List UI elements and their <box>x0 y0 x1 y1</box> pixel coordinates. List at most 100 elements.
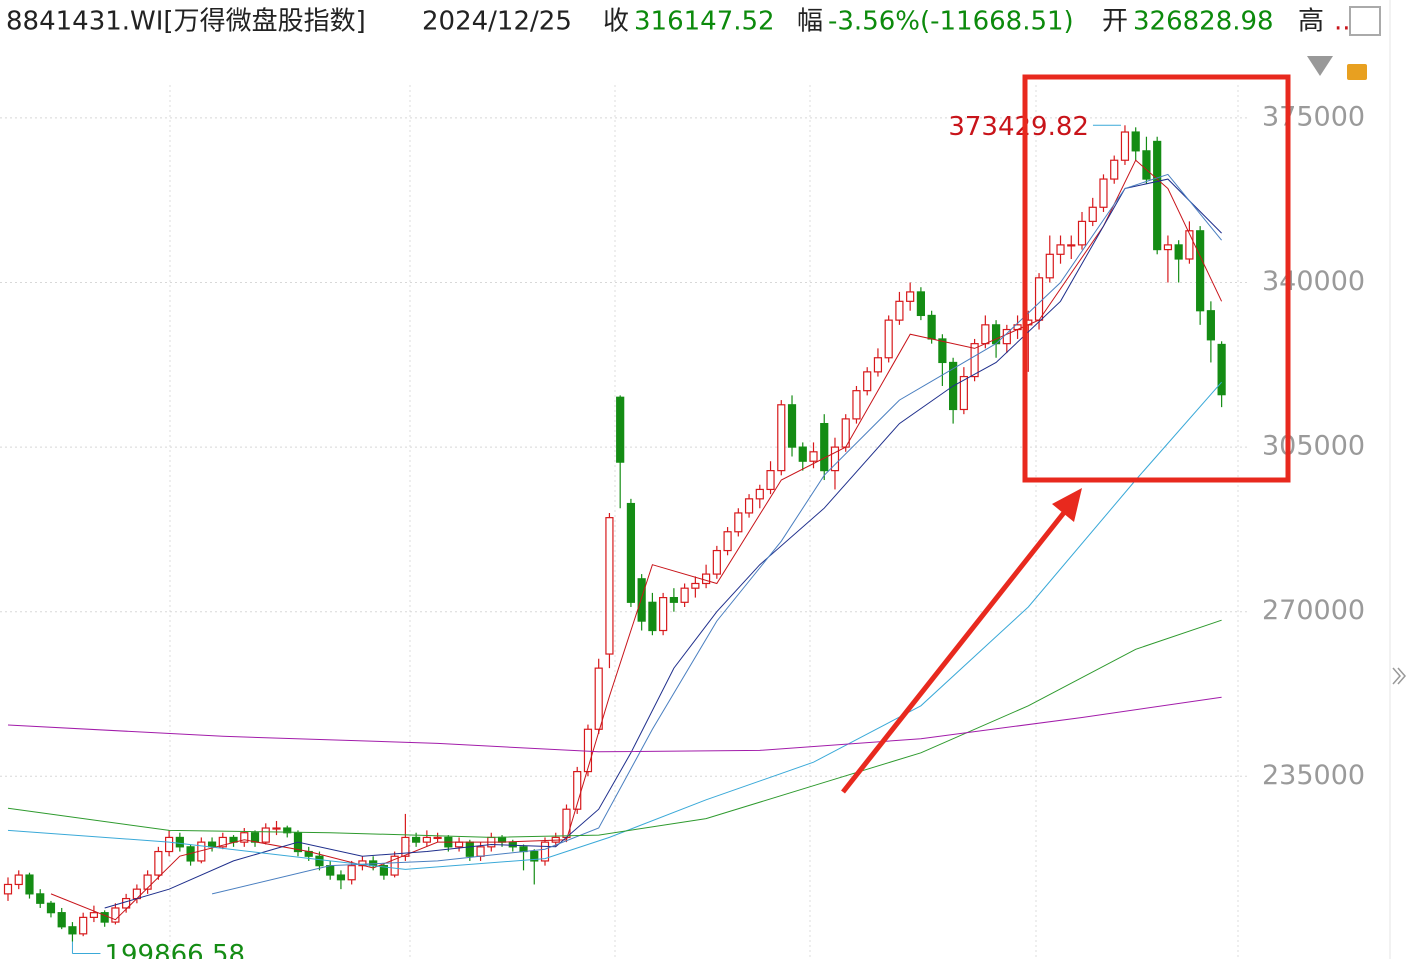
dropdown-arrow[interactable] <box>1307 56 1333 76</box>
candle-body <box>326 865 335 876</box>
candle-body <box>852 390 861 420</box>
candle-body <box>1120 131 1130 161</box>
candle-body <box>79 916 88 935</box>
date: 2024/12/25 <box>422 7 572 37</box>
candle-body <box>916 291 926 317</box>
candle-body <box>734 512 743 533</box>
candle-body <box>1088 206 1097 222</box>
candle-body <box>57 912 66 928</box>
candle-body <box>250 832 260 843</box>
expand-arrow[interactable] <box>1392 667 1406 685</box>
candle-body <box>283 827 292 834</box>
candle-body <box>820 422 829 472</box>
candle-body <box>605 517 614 655</box>
candle-body <box>659 596 668 632</box>
candle-body <box>476 846 485 857</box>
candle-body <box>315 855 324 867</box>
wp-icon[interactable] <box>1349 6 1381 36</box>
candle-body <box>390 855 399 876</box>
candle-body <box>744 498 754 514</box>
low-annotation: 199866.58 <box>104 940 245 959</box>
candle-body <box>207 841 217 848</box>
candle-body <box>465 841 474 857</box>
candle-body <box>111 907 120 923</box>
y-tick-label: 305000 <box>1262 431 1365 462</box>
candle-body <box>508 841 517 848</box>
candle-body <box>36 893 45 904</box>
candle-body <box>347 865 356 881</box>
moving-average <box>104 178 1222 909</box>
candle-body <box>1034 277 1044 321</box>
candle-body <box>89 912 99 918</box>
highlight-arrowhead <box>1052 488 1082 522</box>
candle-body <box>798 446 807 462</box>
candle-body <box>1174 244 1183 260</box>
candle-body <box>530 850 539 862</box>
candle-body <box>1142 150 1151 180</box>
candle-body <box>884 319 893 359</box>
candle-body <box>175 836 184 848</box>
moving-average <box>7 696 1222 753</box>
candle-body <box>873 357 883 373</box>
plot: 235000 270000 305000 340000 375000 373429.82 1… <box>0 101 1365 959</box>
moving-average <box>7 619 1222 838</box>
candle-body <box>379 865 388 876</box>
candle-body <box>3 883 13 895</box>
candle-body <box>154 850 163 876</box>
candle-body <box>766 470 775 491</box>
candle-body <box>1131 131 1140 152</box>
wp-box[interactable] <box>1349 6 1381 36</box>
candle-body <box>573 770 582 810</box>
candle-body <box>830 446 840 472</box>
lock-icon[interactable] <box>1347 64 1367 80</box>
candle-body <box>809 451 818 462</box>
candle-body <box>616 396 625 463</box>
candle-body <box>1153 140 1162 251</box>
candle-body <box>46 902 56 914</box>
candle-body <box>895 300 904 321</box>
highlight-box <box>1022 74 1291 483</box>
candle-body <box>637 578 646 622</box>
candle-body <box>712 549 721 575</box>
candle-body <box>583 728 593 773</box>
high-label: 高 <box>1298 7 1324 37</box>
candle-body <box>1163 244 1173 251</box>
candle-body <box>165 836 174 853</box>
candle-body <box>401 836 410 857</box>
y-tick-label: 375000 <box>1262 101 1365 132</box>
candle-body <box>497 836 507 843</box>
moving-average <box>50 159 1223 921</box>
candle-body <box>691 582 700 589</box>
change-value: -3.56%(-11668.51) <box>828 7 1074 37</box>
candle-body <box>1099 178 1108 208</box>
candle-body <box>240 832 249 843</box>
close-value: 316147.52 <box>634 7 775 37</box>
candle-body <box>959 375 968 411</box>
candle-body <box>938 338 947 364</box>
candle-body <box>412 836 421 843</box>
candle-body <box>261 827 270 843</box>
candle-body <box>1217 343 1226 396</box>
candle-body <box>1067 244 1076 247</box>
moving-average <box>211 173 1222 895</box>
candle-body <box>132 888 141 900</box>
candle-body <box>14 874 23 886</box>
candle-body <box>906 291 915 302</box>
moving-average <box>7 381 1222 870</box>
candle-body <box>970 343 979 378</box>
open-value: 326828.98 <box>1133 7 1274 37</box>
y-tick-label: 270000 <box>1262 595 1365 626</box>
candle-body <box>1077 220 1087 246</box>
close-label: 收 <box>603 7 629 37</box>
candle-body <box>777 404 786 472</box>
candle-body <box>669 596 678 603</box>
candle-body <box>981 324 990 345</box>
candle-body <box>680 587 689 603</box>
candle-body <box>68 926 77 935</box>
candle-body <box>336 874 346 881</box>
candle-body <box>701 573 711 585</box>
candle-body <box>787 404 797 448</box>
candle-body <box>454 841 464 848</box>
candle-body <box>863 371 872 392</box>
open-label: 开 <box>1102 7 1128 37</box>
